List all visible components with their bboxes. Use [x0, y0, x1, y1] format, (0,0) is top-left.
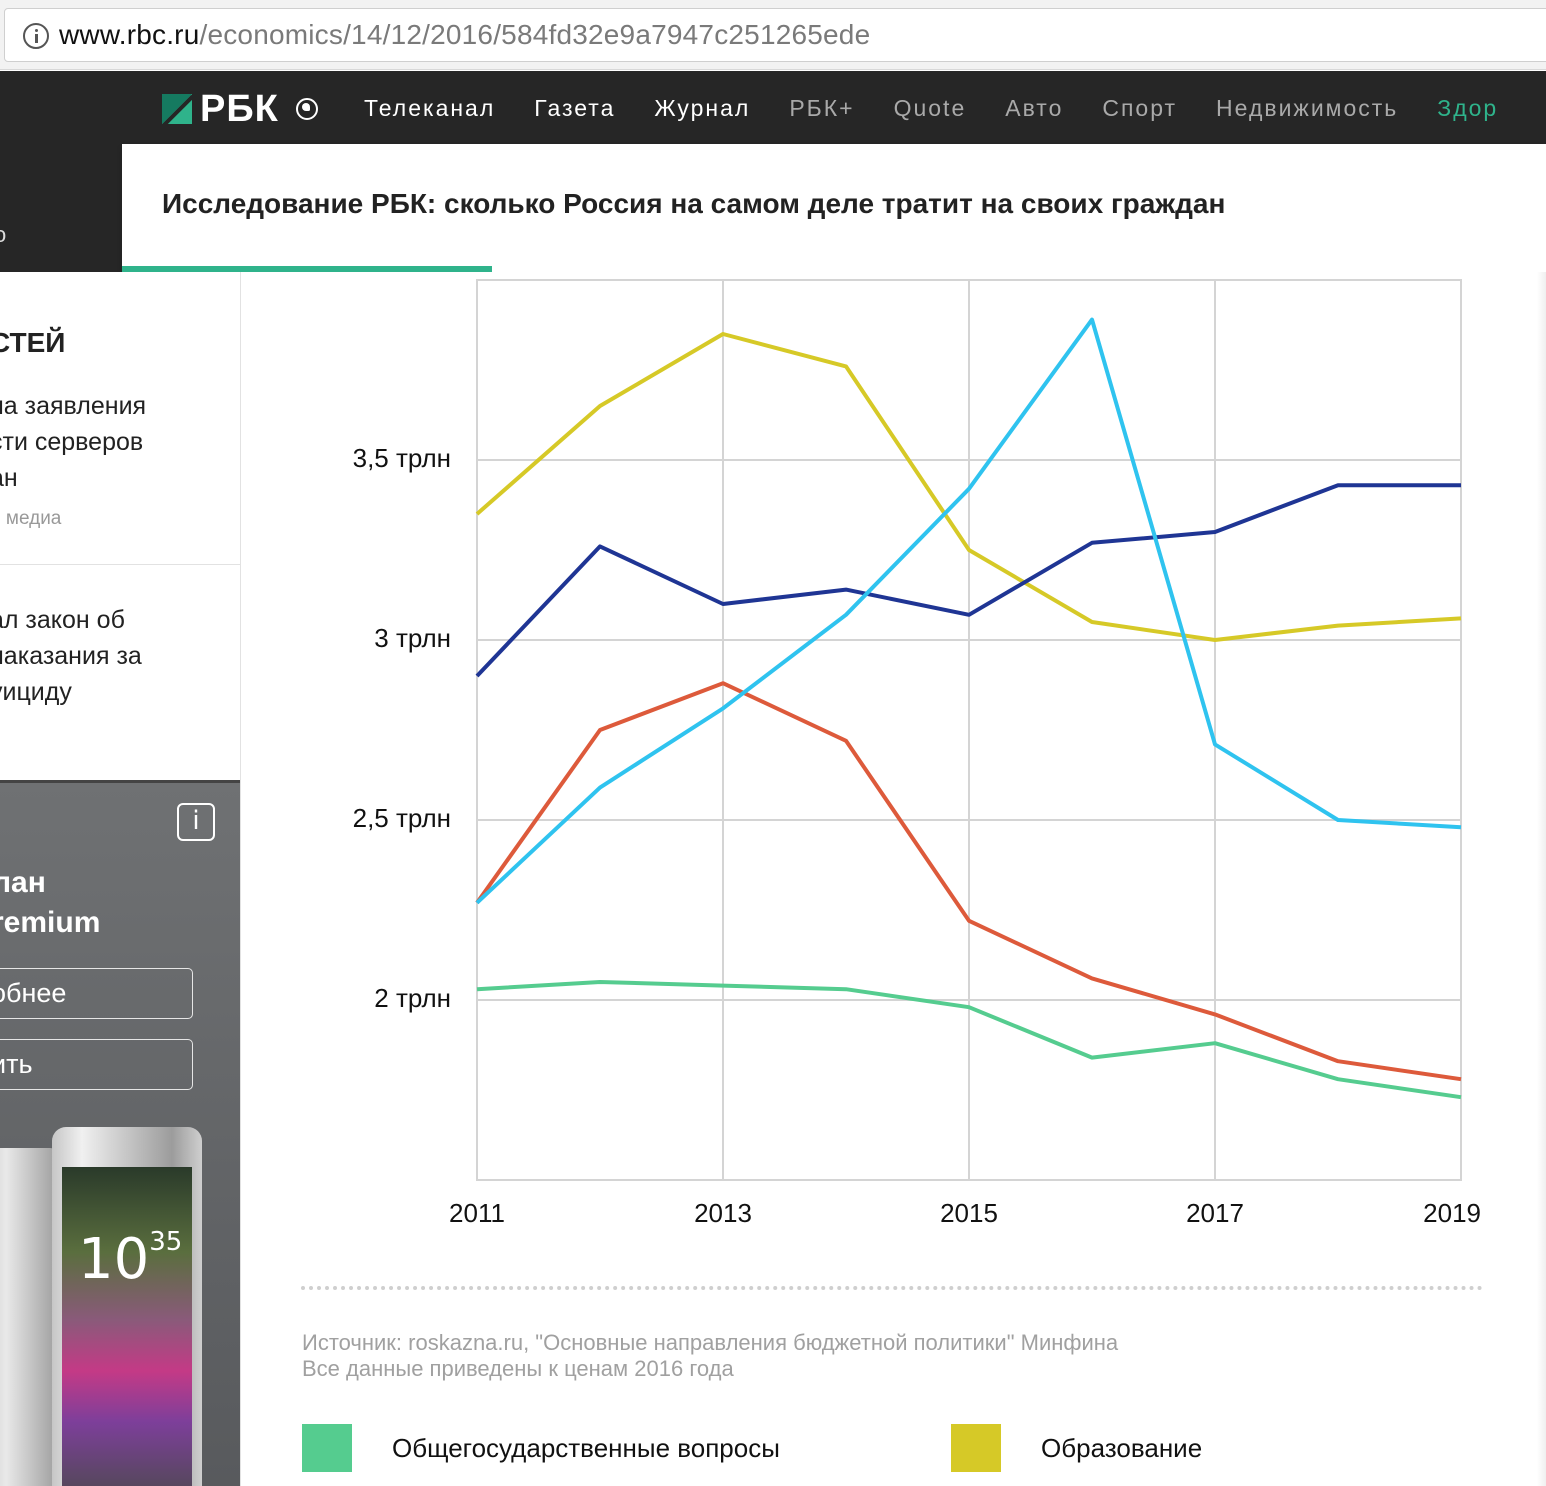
advertisement[interactable]: i лан remium обнее ить 1035 [0, 780, 240, 1486]
x-tick-label: 2011 [449, 1198, 505, 1228]
y-tick-label: 3 трлн [374, 623, 451, 653]
left-sidebar: стей на заявления сти серверов ан и меди… [0, 272, 241, 1486]
series-line [476, 980, 1462, 1100]
legend-swatch [302, 1424, 352, 1472]
series-line [475, 332, 1462, 642]
divider [0, 564, 240, 565]
nav-link[interactable]: Телеканал [364, 95, 496, 121]
reading-progress-bar [122, 266, 492, 272]
nav-link[interactable]: Спорт [1102, 95, 1178, 121]
y-tick-label: 2 трлн [374, 983, 451, 1013]
legend-label: Образование [1041, 1433, 1203, 1463]
chart-panel: Источник: roskazna.ru, "Основные направл… [241, 272, 1546, 1486]
nav-link[interactable]: Здор [1437, 95, 1499, 121]
nav-link[interactable]: Газета [534, 95, 616, 121]
left-dark-panel: о [0, 144, 122, 272]
globe-icon[interactable] [296, 98, 318, 120]
article-header: Исследование РБК: сколько Россия на само… [122, 144, 1546, 272]
site-info-icon[interactable] [23, 23, 49, 49]
y-tick-label: 2,5 трлн [352, 803, 451, 833]
news-line: наказания за [0, 642, 142, 670]
ad-info-icon[interactable]: i [177, 803, 215, 841]
x-tick-label: 2013 [694, 1198, 752, 1228]
nav-link[interactable]: Quote [893, 95, 967, 121]
phone-image: 1035 [52, 1127, 202, 1486]
source-line: Все данные приведены к ценам 2016 года [302, 1356, 734, 1381]
x-tick-label: 2019 [1423, 1198, 1481, 1228]
ad-title-line: лан [0, 866, 46, 899]
sidebar-heading: стей [0, 327, 66, 358]
news-line: сти серверов [0, 428, 144, 456]
url-path: /economics/14/12/2016/584fd32e9a7947c251… [199, 19, 871, 50]
url-text[interactable]: www.rbc.ru/economics/14/12/2016/584fd32e… [59, 19, 870, 51]
nav-link[interactable]: Авто [1005, 95, 1064, 121]
series-line [475, 317, 1462, 905]
news-line: уициду [0, 678, 72, 706]
series-line [475, 681, 1462, 1082]
article-title[interactable]: Исследование РБК: сколько Россия на само… [162, 188, 1226, 219]
phone-clock-minutes: 35 [149, 1227, 183, 1257]
news-category: и медиа [0, 508, 62, 529]
left-fragment-text: о [0, 222, 7, 247]
series-line [475, 483, 1461, 678]
ad-learn-more-button[interactable]: обнее [0, 968, 193, 1019]
url-host: www.rbc.ru [59, 19, 200, 50]
sidebar-news-item[interactable]: на заявления сти серверов ан [0, 388, 146, 496]
phone-image-back [0, 1148, 60, 1486]
browser-address-bar: www.rbc.ru/economics/14/12/2016/584fd32e… [0, 0, 1546, 70]
url-box[interactable]: www.rbc.ru/economics/14/12/2016/584fd32e… [4, 8, 1546, 62]
dotted-divider [301, 1286, 1483, 1290]
site-navigation: РБК Телеканал Газета Журнал РБК+ Quote Авто Сп… [0, 71, 1546, 144]
news-line: на заявления [0, 392, 147, 420]
rbc-logo-mark-icon [162, 94, 192, 124]
news-line: ал закон об [0, 606, 125, 634]
ad-buy-button[interactable]: ить [0, 1039, 193, 1090]
nav-links: Телеканал Газета Журнал РБК+ Quote Авто Спорт Н… [364, 95, 1537, 122]
right-edge-shadow [1537, 272, 1546, 1486]
y-tick-label: 3,5 трлн [352, 443, 451, 473]
phone-clock: 1035 [78, 1227, 182, 1292]
rbc-logo-text: РБК [200, 88, 279, 130]
sidebar-news-item[interactable]: ал закон об наказания за уициду [0, 602, 142, 710]
ad-title: лан remium [0, 863, 100, 943]
line-chart [475, 279, 1462, 1181]
phone-screen: 1035 [62, 1167, 192, 1486]
ad-title-line: remium [0, 906, 101, 939]
news-line: ан [0, 464, 18, 492]
nav-link[interactable]: Недвижимость [1216, 95, 1399, 121]
legend-label: Общегосударственные вопросы [392, 1433, 780, 1463]
chart-source: Источник: roskazna.ru, "Основные направл… [302, 1330, 1118, 1382]
x-tick-label: 2017 [1186, 1198, 1244, 1228]
legend-swatch [951, 1424, 1001, 1472]
nav-link[interactable]: Журнал [654, 95, 751, 121]
nav-link[interactable]: РБК+ [789, 95, 855, 121]
x-tick-label: 2015 [940, 1198, 998, 1228]
source-line: Источник: roskazna.ru, "Основные направл… [302, 1330, 1119, 1355]
phone-clock-hours: 10 [78, 1227, 150, 1292]
